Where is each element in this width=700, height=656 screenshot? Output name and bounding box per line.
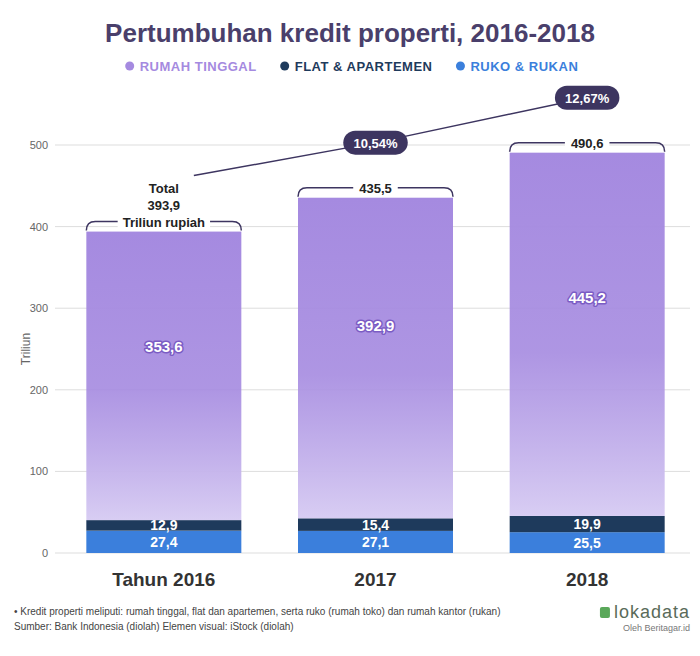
bar [510, 516, 665, 532]
category-label: Tahun 2016 [112, 569, 215, 590]
data-label: 12,9 [150, 517, 177, 533]
tick-label: 300 [30, 302, 48, 314]
bar [510, 153, 665, 516]
legend-label: RUMAH TINGGAL [140, 59, 257, 74]
growth-pill [555, 86, 620, 110]
tick-label: 400 [30, 221, 48, 233]
growth-pill [343, 131, 408, 155]
logo-sub: Oleh Beritagar.id [623, 623, 690, 633]
growth-label: 12,67% [565, 91, 610, 106]
logo-icon [600, 607, 610, 618]
label-patch [353, 180, 398, 197]
legend-swatch [456, 62, 465, 71]
note: Sumber: Bank Indonesia (diolah) Elemen v… [14, 621, 294, 632]
legend-label: RUKO & RUKAN [470, 59, 578, 74]
bars [86, 153, 664, 553]
legend-swatch [280, 62, 289, 71]
growth-line [194, 98, 587, 176]
legend-swatch [125, 62, 134, 71]
data-label: 15,4 [362, 517, 389, 533]
note: • Kredit properti meliputi: rumah tingga… [14, 606, 501, 617]
label-patch [118, 214, 210, 231]
bar [86, 232, 241, 521]
data-labels: 27,412,9 353,6 27,115,4 392,9 25,5 19,9 445,2 [145, 289, 606, 551]
total-label: 393,9 [148, 198, 181, 213]
tick-label: 200 [30, 384, 48, 396]
label-patch [565, 135, 610, 152]
legend-label: FLAT & APARTEMEN [295, 59, 433, 74]
legend: RUMAH TINGGAL FLAT & APARTEMEN RUKO & RUKA… [125, 59, 578, 74]
data-label: 27,4 [150, 534, 177, 550]
category-label: 2018 [566, 569, 608, 590]
data-label: 445,2 [568, 289, 606, 306]
category-label: 2017 [354, 569, 396, 590]
bar [298, 198, 453, 519]
data-label: 392,9 [357, 317, 395, 334]
total-prefix: Total [149, 181, 179, 196]
total-unit: Triliun rupiah [123, 215, 205, 230]
bar [86, 531, 241, 553]
chart: Pertumbuhan kredit properti, 2016-2018 RU… [0, 0, 700, 656]
tick-label: 500 [30, 139, 48, 151]
data-label: 27,1 [362, 534, 389, 550]
data-label: 25,5 [574, 535, 601, 551]
legend-item: RUMAH TINGGAL [125, 59, 257, 74]
growth: 10,54% 12,67% [194, 86, 620, 176]
tick-label: 100 [30, 465, 48, 477]
tick-label: 0 [42, 547, 48, 559]
total-label: 490,6 [571, 136, 604, 151]
axis-title: Triliun [19, 333, 33, 365]
growth-label: 10,54% [353, 136, 398, 151]
bar [298, 531, 453, 553]
legend-item: RUKO & RUKAN [456, 59, 578, 74]
title: Pertumbuhan kredit properti, 2016-2018 [105, 18, 595, 48]
total-label: 435,5 [359, 181, 392, 196]
grid: 0 100 200 300 400 500 [30, 139, 690, 559]
data-label: 19,9 [574, 516, 601, 532]
logo: lokadata [614, 602, 690, 622]
bar [510, 532, 665, 553]
totals: Triliun rupiah 393,9 Total 435,5 490,6 [86, 135, 664, 231]
data-label: 353,6 [145, 338, 183, 355]
legend-item: FLAT & APARTEMEN [280, 59, 432, 74]
